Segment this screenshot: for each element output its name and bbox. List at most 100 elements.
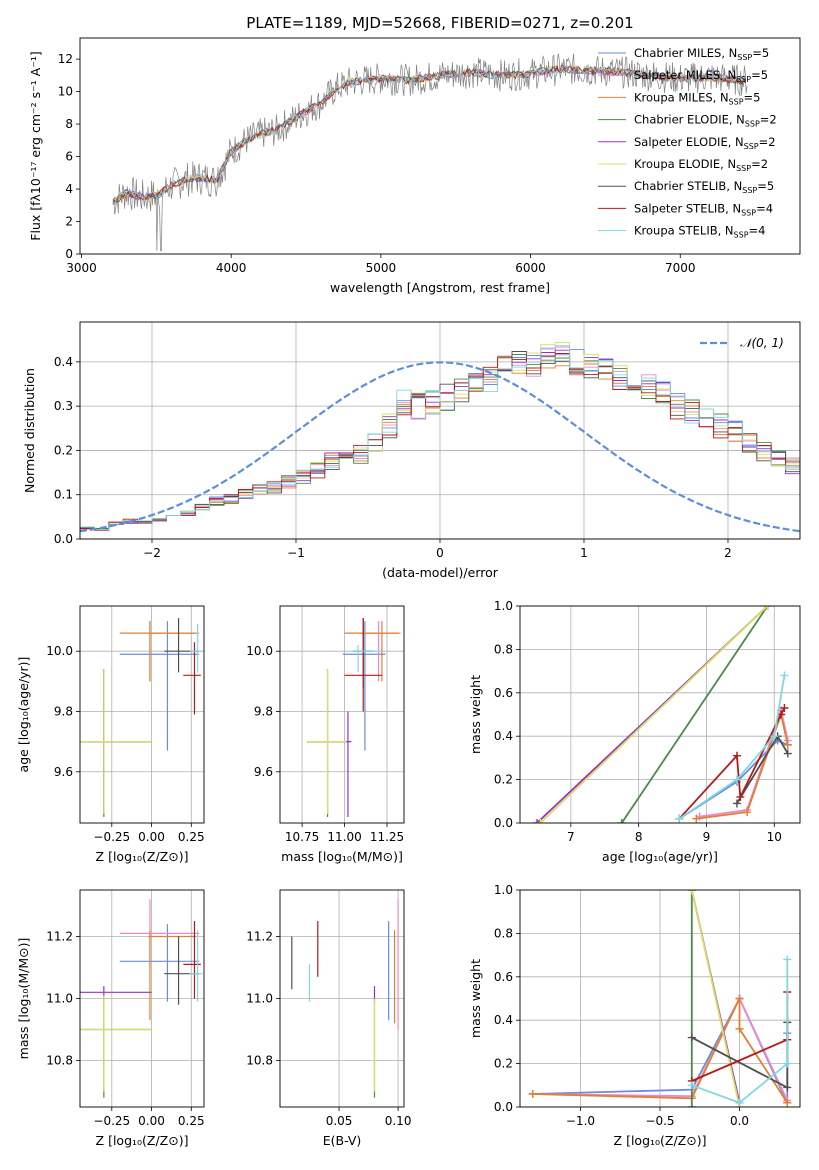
age_vs_Z-ytick-label: 10.0	[46, 644, 73, 658]
weight-series-line	[690, 890, 741, 1107]
legend-label: 𝒩(0, 1)	[740, 336, 784, 350]
spectrum-ytick-label: 12	[58, 52, 73, 66]
gaussian-curve	[80, 361, 800, 533]
weight_vs_age-ytick-label: 0.8	[494, 642, 513, 656]
weight_vs_Z-ytick-label: 0.4	[494, 1013, 513, 1027]
weight-series-line	[620, 606, 769, 823]
weight-marker	[783, 749, 792, 758]
residuals-xtick-label: 1	[580, 546, 588, 560]
mass_vs_EBV-xlabel: E(B-V)	[323, 1133, 362, 1148]
residuals-xlabel: (data-model)/error	[382, 565, 499, 580]
histogram-step-line	[80, 346, 800, 530]
weight-marker	[783, 1098, 792, 1107]
histogram-step-line	[80, 351, 800, 529]
weight-marker	[687, 1103, 696, 1107]
age_vs_mass-frame	[279, 605, 405, 824]
weight_vs_age-ytick-label: 0.6	[494, 686, 513, 700]
weight_vs_age-ytick-label: 1.0	[494, 599, 513, 613]
age_vs_Z-xtick-label: 0.25	[178, 830, 205, 844]
age_vs_mass-ytick-label: 9.8	[254, 704, 273, 718]
mass_vs_EBV-plot-area	[291, 899, 399, 1098]
weight_vs_age-plot-area	[532, 606, 792, 823]
residuals-panel: −2 −1 0 1 2 0.0 0.1 0.2 0.3 0.4 (data-model)/error…	[22, 321, 801, 580]
residuals-xtick-label: 2	[724, 546, 732, 560]
mass_vs_Z-panel: −0.25 0.00 0.25 10.8 11.0 11.2 Z [log₁₀(Z/Z⊙)]…	[16, 889, 205, 1148]
weight-marker	[780, 671, 789, 680]
legend-label: Kroupa STELIB, NSSP=4	[634, 224, 765, 240]
weight_vs_age-panel: 7 8 9 10 0.0 0.2 0.4 0.6 0.8 1.0 age [log₁₀(age/yr…	[468, 599, 801, 864]
weight-series-line	[678, 675, 786, 820]
legend-label: Chabrier ELODIE, NSSP=2	[634, 113, 777, 129]
legend-label: Salpeter STELIB, NSSP=4	[634, 201, 773, 217]
age_vs_Z-xtick-label: 0.00	[138, 830, 165, 844]
residuals-ytick-label: 0.4	[54, 355, 73, 369]
weight_vs_Z-ytick-label: 0.8	[494, 926, 513, 940]
spectrum-model-line	[112, 65, 747, 204]
mass_vs_EBV-ytick-label: 10.8	[246, 1054, 273, 1068]
spectrum-panel: 3000 4000 5000 6000 7000 0 2 4 6 8 10 12 wavelength …	[28, 37, 801, 295]
weight-marker	[536, 819, 545, 823]
weight-marker	[687, 1033, 696, 1042]
histogram-step-line	[80, 348, 800, 530]
spectrum-xtick-label: 4000	[216, 261, 247, 275]
weight_vs_Z-ytick-label: 0.2	[494, 1057, 513, 1071]
weight-series-line	[539, 606, 769, 823]
residuals-ylabel: Normed distribution	[22, 368, 37, 493]
age_vs_mass-axes: 10.75 11.00 11.25 9.6 9.8 10.0 mass [log₁₀(M/M…	[246, 605, 405, 864]
weight-marker	[617, 819, 626, 823]
residuals-ytick-label: 0.2	[54, 443, 73, 457]
weight-series-line	[696, 711, 789, 820]
weight-marker	[736, 792, 745, 801]
mass_vs_Z-ylabel: mass [log₁₀(M/M⊙)]	[16, 938, 31, 1060]
age_vs_Z-xlabel: Z [log₁₀(Z/Z⊙)]	[96, 849, 189, 864]
weight-marker	[732, 751, 741, 760]
residuals-xtick-label: −1	[287, 546, 305, 560]
mass_vs_Z-axes: −0.25 0.00 0.25 10.8 11.0 11.2 Z [log₁₀(Z/Z⊙)]…	[16, 889, 205, 1148]
mass_vs_EBV-axes: 0.05 0.10 10.8 11.0 11.2 E(B-V)	[246, 889, 411, 1148]
spectrum-plot-area	[112, 53, 748, 252]
residuals-plot-area	[80, 341, 800, 533]
weight-marker	[528, 1089, 537, 1098]
weight_vs_age-ylabel: mass weight	[468, 675, 483, 754]
histogram-step-line	[80, 345, 800, 531]
weight-marker	[780, 703, 789, 712]
spectrum-xtick-label: 5000	[366, 261, 397, 275]
weight_vs_age-xtick-label: 8	[635, 830, 643, 844]
weight-marker	[783, 1083, 792, 1092]
age_vs_Z-xtick-label: −0.25	[93, 830, 130, 844]
histogram-step-line	[80, 349, 800, 530]
spectrum-model-line	[112, 65, 746, 204]
spectrum-ylabel: Flux [fλ10⁻¹⁷ erg cm⁻² s⁻¹ A⁻¹]	[28, 51, 43, 240]
spectrum-axes: 3000 4000 5000 6000 7000 0 2 4 6 8 10 12 wavelength …	[28, 37, 801, 295]
weight-marker	[732, 799, 741, 808]
weight_vs_age-ytick-label: 0.4	[494, 729, 513, 743]
weight-marker	[675, 814, 684, 823]
spectrum-ytick-label: 0	[65, 247, 73, 261]
residuals-ytick-label: 0.1	[54, 488, 73, 502]
age_vs_mass-xtick-label: 11.25	[370, 830, 404, 844]
weight-series-line	[691, 959, 789, 1104]
weight-marker	[532, 819, 541, 823]
legend-label: Salpeter MILES, NSSP=5	[634, 68, 768, 84]
mass_vs_Z-xtick-label: 0.25	[178, 1114, 205, 1128]
spectrum-xtick-label: 3000	[66, 261, 97, 275]
age_vs_mass-panel: 10.75 11.00 11.25 9.6 9.8 10.0 mass [log₁₀(M/M…	[246, 605, 405, 864]
mass_vs_Z-ytick-label: 10.8	[46, 1054, 73, 1068]
age_vs_Z-panel: −0.25 0.00 0.25 9.6 9.8 10.0 Z [log₁₀(Z/Z⊙)] ag…	[16, 605, 205, 864]
age_vs_Z-ytick-label: 9.8	[54, 704, 73, 718]
spectrum-ytick-label: 6	[65, 150, 73, 164]
weight-marker	[692, 814, 701, 823]
residuals-ytick-label: 0.3	[54, 399, 73, 413]
weight_vs_Z-xtick-label: 0.0	[730, 1114, 749, 1128]
mass_vs_Z-ytick-label: 11.2	[46, 930, 73, 944]
spectrum-legend: Chabrier MILES, NSSP=5 Salpeter MILES, NS…	[598, 46, 777, 240]
weight-marker	[735, 994, 744, 1003]
mass_vs_Z-xtick-label: −0.25	[93, 1114, 130, 1128]
spectrum-ytick-label: 8	[65, 117, 73, 131]
age_vs_mass-ytick-label: 10.0	[246, 644, 273, 658]
weight-marker	[763, 606, 772, 610]
weight_vs_Z-ylabel: mass weight	[468, 959, 483, 1038]
age_vs_mass-xtick-label: 10.75	[285, 830, 319, 844]
age_vs_Z-plot-area	[80, 618, 203, 817]
